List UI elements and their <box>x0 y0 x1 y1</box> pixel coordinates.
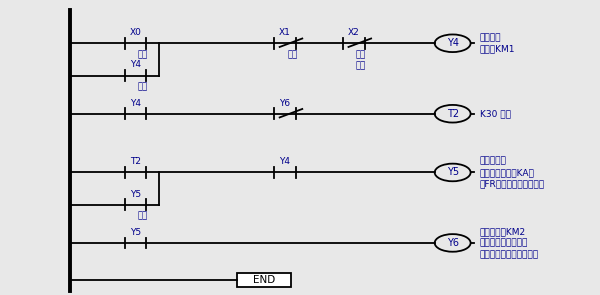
Text: X0: X0 <box>130 28 142 37</box>
Text: 自锁: 自锁 <box>137 82 148 91</box>
Text: Y4: Y4 <box>130 99 141 108</box>
Text: Y4: Y4 <box>446 38 458 48</box>
Text: 启动结束后
接通中间继电器KA，
将FR的热元件接入主电路: 启动结束后 接通中间继电器KA， 将FR的热元件接入主电路 <box>479 157 545 189</box>
Bar <box>237 273 291 287</box>
Text: Y6: Y6 <box>446 238 458 248</box>
Text: Y5: Y5 <box>446 168 459 178</box>
Text: 启动: 启动 <box>137 50 148 59</box>
Text: T2: T2 <box>446 109 459 119</box>
Text: K30 延时: K30 延时 <box>479 109 511 118</box>
Text: 过载
保护: 过载 保护 <box>356 50 366 70</box>
Text: 停止: 停止 <box>287 50 298 59</box>
Text: Y4: Y4 <box>280 157 290 166</box>
Text: 接通接触器KM2
短接切除频敏变阻器
电动机启动结束正常运转: 接通接触器KM2 短接切除频敏变阻器 电动机启动结束正常运转 <box>479 227 539 259</box>
Text: 自锁: 自锁 <box>137 211 148 220</box>
Text: 接通电源
接触器KM1: 接通电源 接触器KM1 <box>479 33 515 53</box>
Text: X2: X2 <box>348 28 360 37</box>
Text: END: END <box>253 275 275 285</box>
Text: Y6: Y6 <box>280 99 290 108</box>
Text: T2: T2 <box>130 157 141 166</box>
Text: Y5: Y5 <box>130 228 141 237</box>
Text: Y5: Y5 <box>130 190 141 199</box>
Text: Y4: Y4 <box>130 60 141 70</box>
Text: X1: X1 <box>279 28 291 37</box>
